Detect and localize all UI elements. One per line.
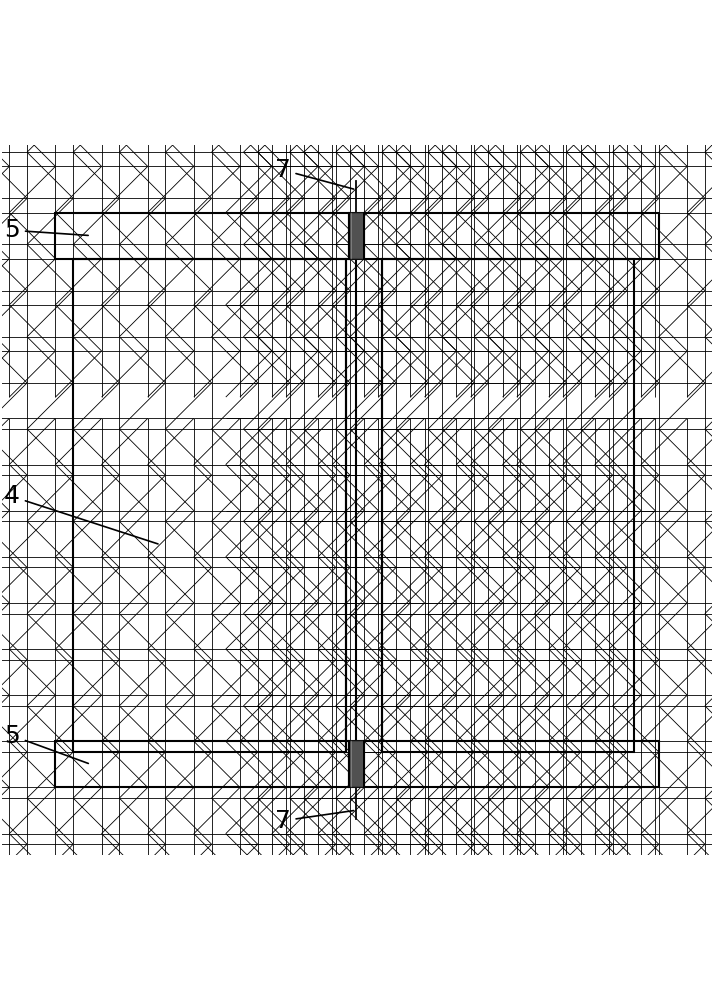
Bar (382, 259, 634, 752)
Bar (365, 741, 659, 787)
Bar (56, 741, 349, 787)
Bar (56, 213, 349, 259)
Bar (382, 259, 634, 752)
Bar (349, 213, 365, 259)
Text: 7: 7 (275, 158, 354, 189)
Text: 4: 4 (4, 484, 158, 544)
Bar (365, 741, 659, 787)
Bar (365, 213, 659, 259)
Bar (56, 213, 349, 259)
Text: 5: 5 (4, 218, 88, 242)
Bar (73, 259, 347, 752)
Bar (73, 259, 347, 752)
Bar (382, 259, 634, 752)
Bar (56, 741, 349, 787)
Bar (56, 741, 349, 787)
Bar (365, 213, 659, 259)
Bar (73, 259, 347, 752)
Bar (56, 213, 349, 259)
Bar (349, 741, 365, 787)
Bar (365, 741, 659, 787)
Text: 5: 5 (4, 724, 88, 763)
Bar (365, 213, 659, 259)
Text: 7: 7 (275, 809, 354, 833)
